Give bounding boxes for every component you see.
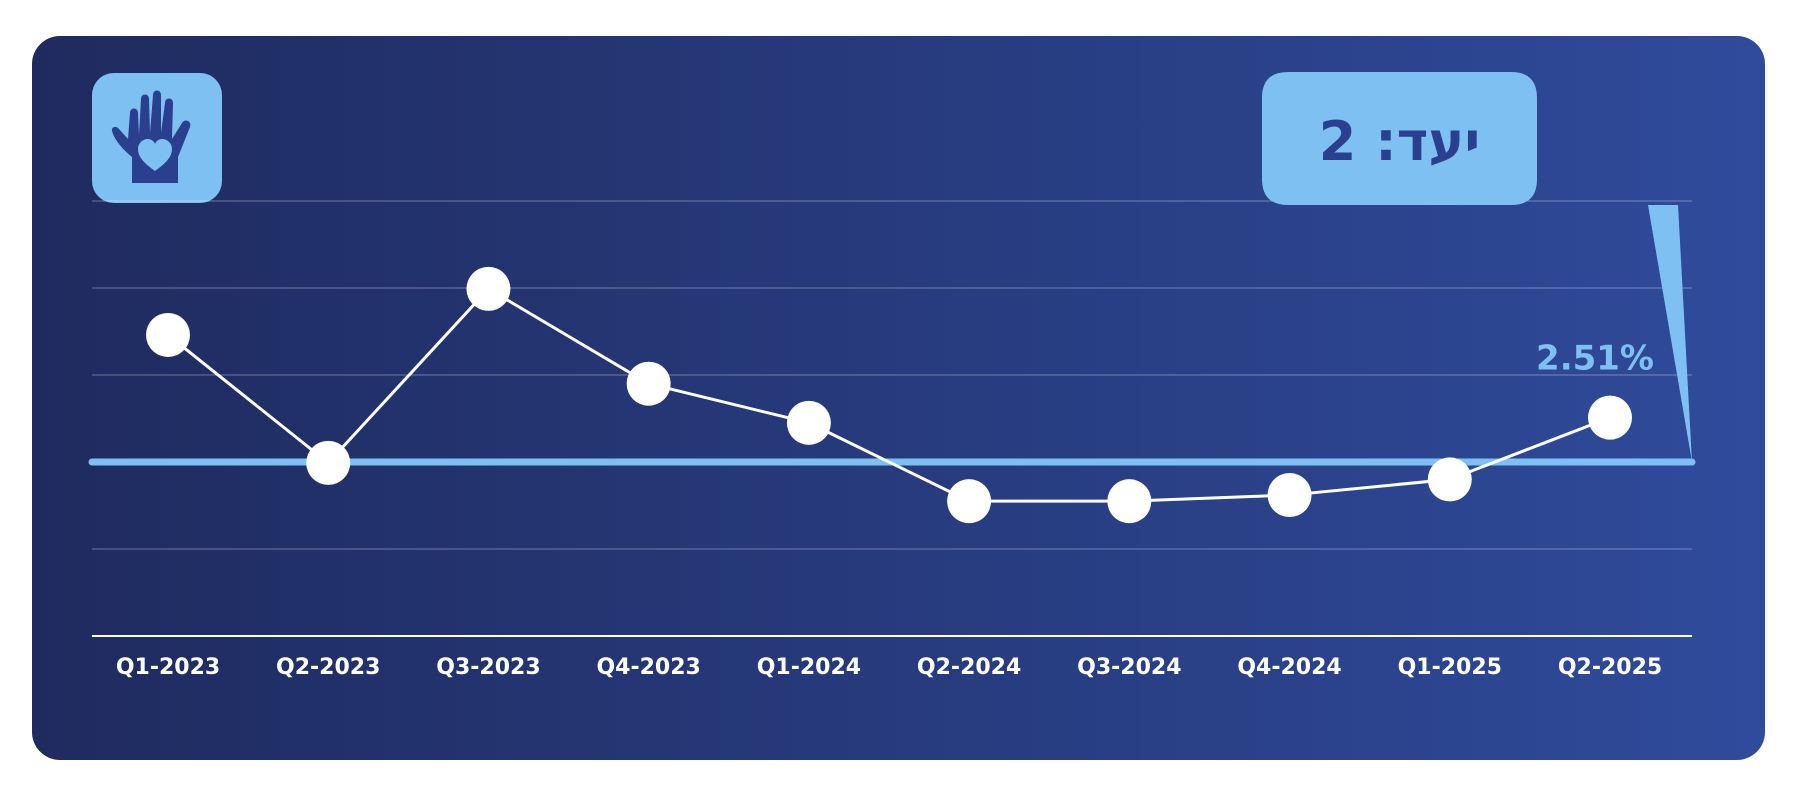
x-tick-label: Q1-2024: [757, 655, 861, 680]
x-tick-label: Q4-2024: [1237, 655, 1341, 680]
x-tick-label: Q3-2024: [1077, 655, 1181, 680]
hand-heart-icon: [92, 73, 222, 203]
data-point: [626, 361, 671, 406]
x-tick-label: Q1-2025: [1398, 655, 1502, 680]
data-point: [1588, 395, 1632, 440]
data-point: [1267, 473, 1312, 518]
x-tick-label: Q2-2025: [1558, 655, 1662, 680]
last-value-label: 2.51%: [1536, 339, 1654, 379]
x-tick-label: Q1-2023: [116, 655, 220, 680]
data-point: [947, 479, 992, 524]
data-point: [786, 400, 831, 445]
data-point: [146, 312, 190, 357]
x-tick-label: Q2-2023: [276, 655, 380, 680]
line-chart: Q1-2023 Q2-2023 Q3-2023 Q4-2023 Q1-2024 Q2-20…: [88, 72, 1696, 680]
goal-callout-bubble: [1262, 72, 1692, 462]
x-tick-label: Q4-2023: [596, 655, 700, 680]
goal-label: יעד: 2: [1319, 110, 1481, 173]
chart-panel: Q1-2023 Q2-2023 Q3-2023 Q4-2023 Q1-2024 Q2-20…: [32, 36, 1765, 760]
data-point: [1427, 457, 1472, 502]
data-point: [466, 266, 511, 311]
x-tick-label: Q2-2024: [917, 655, 1021, 680]
x-tick-label: Q3-2023: [436, 655, 540, 680]
series-line: [167, 287, 1611, 503]
data-point: [1107, 479, 1152, 524]
data-point: [306, 440, 351, 485]
